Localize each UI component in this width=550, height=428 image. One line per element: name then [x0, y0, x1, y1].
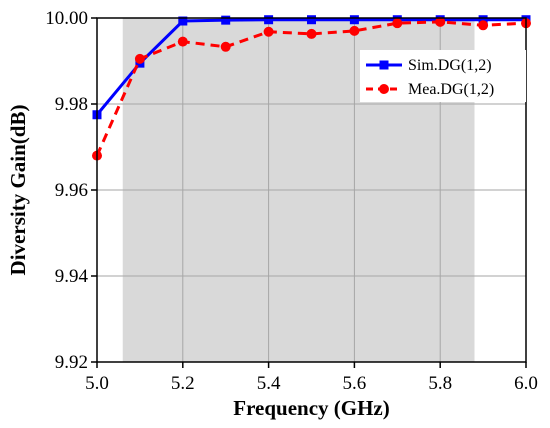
data-point-circle	[392, 18, 403, 29]
data-point-circle	[263, 26, 274, 37]
data-point-circle	[306, 28, 317, 39]
legend-box	[360, 50, 526, 102]
data-point-square	[478, 15, 488, 25]
axis-ticks: 5.0 5.2 5.4 5.6 5.8 6.0 9.92 9.94 9.96 9.98 10.00	[45, 8, 538, 394]
series-line	[95, 20, 527, 157]
y-tick-label: 9.92	[55, 352, 88, 373]
data-point-square	[307, 15, 316, 25]
y-tick-label: 9.96	[55, 180, 88, 201]
data-point-circle	[478, 20, 489, 31]
x-tick-label: 5.0	[85, 373, 109, 394]
x-tick-label: 6.0	[514, 373, 538, 394]
data-point-circle	[435, 16, 446, 27]
data-point-square	[178, 16, 188, 26]
y-axis-title: Diversity Gain(dB)	[6, 105, 30, 276]
x-tick-label: 5.6	[343, 373, 367, 394]
data-point-square	[349, 15, 359, 25]
legend-label: Mea.DG(1,2)	[408, 81, 494, 98]
data-point-circle	[134, 53, 145, 64]
data-point-square	[264, 15, 274, 25]
data-point-circle	[177, 36, 188, 47]
series-mea	[92, 16, 531, 161]
data-point-square	[221, 15, 231, 25]
x-tick-label: 5.8	[428, 373, 452, 394]
x-tick-label: 5.4	[257, 373, 281, 394]
legend-marker-circle	[379, 84, 389, 94]
legend: Sim.DG(1,2) Mea.DG(1,2)	[360, 50, 526, 102]
y-tick-label: 9.98	[55, 94, 88, 115]
y-tick-label: 10.00	[45, 8, 88, 29]
legend-label: Sim.DG(1,2)	[408, 57, 492, 74]
x-axis-title: Frequency (GHz)	[233, 396, 390, 420]
data-point-circle	[220, 41, 231, 52]
legend-marker-square	[379, 60, 389, 70]
y-tick-label: 9.94	[55, 266, 89, 287]
x-tick-label: 5.2	[171, 373, 195, 394]
data-point-circle	[349, 25, 360, 36]
